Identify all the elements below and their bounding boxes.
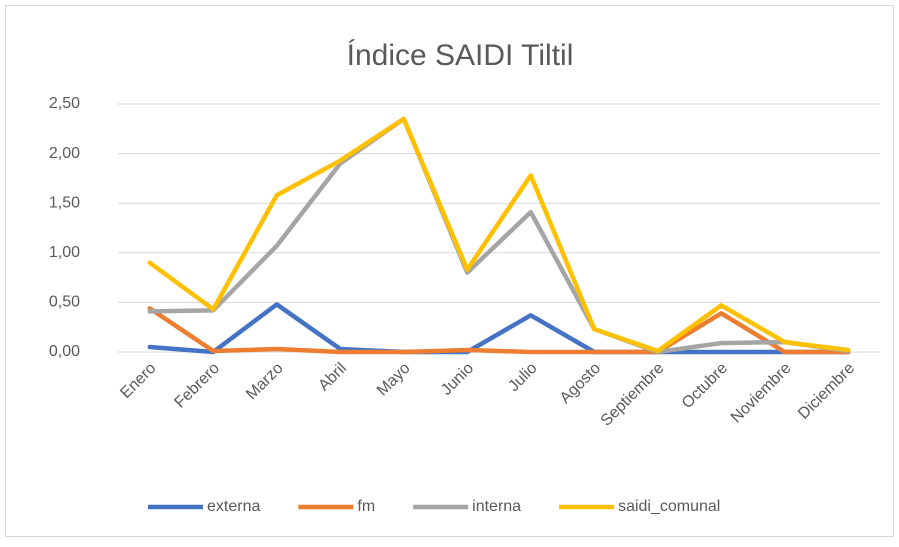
series-line [147, 116, 851, 355]
legend-label: fm [357, 498, 375, 515]
y-tick-label: 2,00 [49, 145, 80, 162]
series-line [147, 306, 851, 355]
series-line [147, 116, 851, 354]
legend-label: saidi_comunal [618, 498, 720, 515]
chart-title: Índice SAIDI Tiltil [347, 39, 574, 72]
y-tick-label: 2,50 [49, 95, 80, 112]
legend-label: externa [207, 498, 260, 515]
series-line [147, 302, 851, 355]
y-tick-label: 0,00 [49, 343, 80, 360]
chart-border [5, 5, 894, 537]
legend-label: interna [472, 498, 521, 515]
y-tick-label: 0,50 [49, 294, 80, 311]
y-tick-label: 1,50 [49, 194, 80, 211]
y-tick-label: 1,00 [49, 244, 80, 261]
